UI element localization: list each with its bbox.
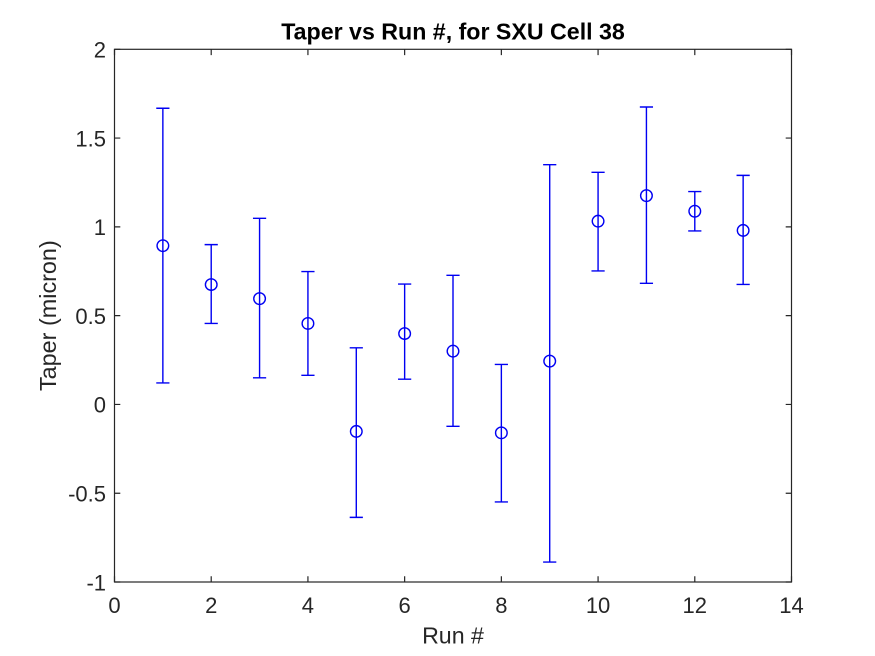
svg-text:0: 0: [94, 393, 106, 418]
svg-text:1.5: 1.5: [75, 126, 106, 151]
svg-text:10: 10: [586, 593, 610, 618]
svg-text:6: 6: [399, 593, 411, 618]
svg-text:14: 14: [779, 593, 803, 618]
svg-text:Run #: Run #: [422, 623, 484, 649]
svg-text:Taper (micron): Taper (micron): [35, 240, 61, 391]
svg-text:0.5: 0.5: [75, 304, 106, 329]
svg-text:8: 8: [495, 593, 507, 618]
svg-text:4: 4: [302, 593, 314, 618]
svg-text:1: 1: [94, 215, 106, 240]
svg-text:12: 12: [683, 593, 707, 618]
svg-text:0: 0: [108, 593, 120, 618]
svg-text:-0.5: -0.5: [68, 482, 106, 507]
svg-text:Taper vs Run #, for SXU Cell 3: Taper vs Run #, for SXU Cell 38: [281, 19, 625, 45]
svg-text:2: 2: [94, 38, 106, 63]
svg-text:-1: -1: [86, 570, 106, 595]
svg-text:2: 2: [205, 593, 217, 618]
